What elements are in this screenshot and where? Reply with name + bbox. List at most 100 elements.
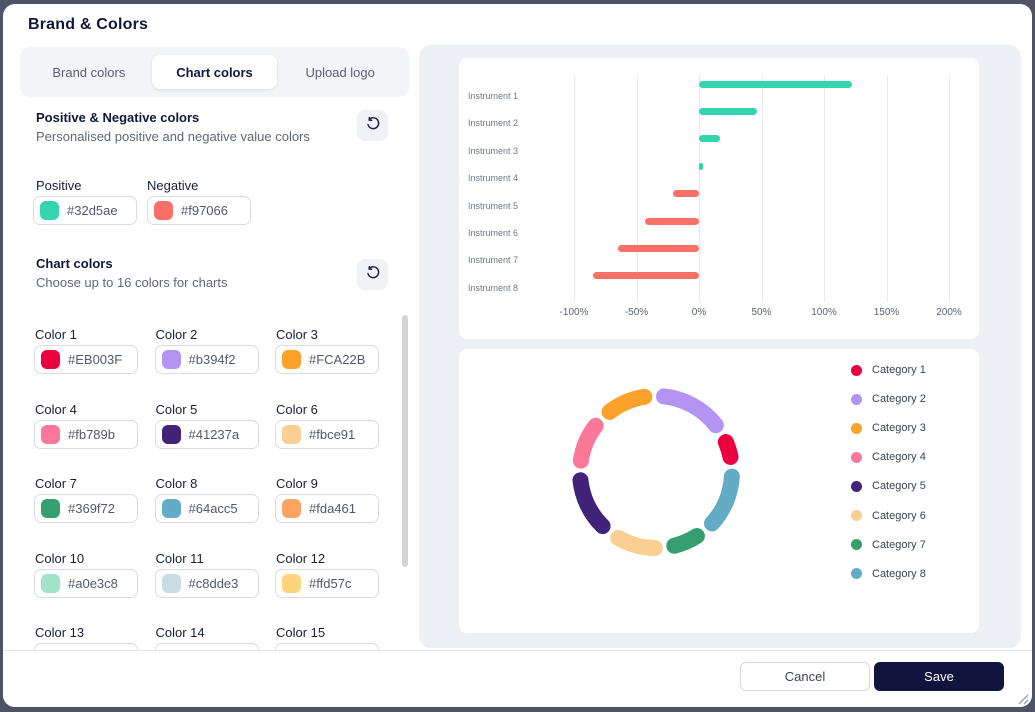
- modal-footer: Cancel Save: [3, 650, 1032, 707]
- color-hex-value: #41237a: [188, 426, 240, 442]
- x-axis-tick-label: 100%: [811, 307, 837, 318]
- color-swatch[interactable]: [282, 499, 301, 518]
- negative-color-hex: #f97066: [181, 203, 228, 218]
- x-axis-tick-label: -50%: [624, 307, 649, 318]
- x-axis-tick-label: 0%: [691, 307, 707, 318]
- legend-label: Category 7: [872, 538, 926, 551]
- category-label: Instrument 6: [468, 228, 519, 238]
- color-swatch[interactable]: [41, 499, 60, 518]
- legend-dot-icon: [851, 451, 862, 463]
- color-input[interactable]: #fb789b: [34, 419, 138, 449]
- gridline: [824, 75, 825, 302]
- bar-instrument-8: [592, 272, 699, 280]
- color-hex-value: #c8dde3: [188, 575, 239, 591]
- color-input[interactable]: #41237a: [154, 419, 259, 449]
- color-input[interactable]: #64acc5: [154, 494, 259, 523]
- color-hex-value: #ffd57c: [309, 575, 352, 591]
- posneg-section-title: Positive & Negative colors: [36, 110, 200, 125]
- scrollbar-thumb[interactable]: [402, 315, 408, 567]
- color-input[interactable]: #a0e3c8: [34, 568, 138, 598]
- color-input[interactable]: #b394f2: [154, 345, 259, 374]
- color-field-label: Color 3: [276, 327, 318, 342]
- bar-chart-card: -100% -50% 0% 50% 100% 150% 200% Instrument 1 In…: [459, 58, 979, 339]
- color-input[interactable]: #FCA22B: [275, 345, 379, 374]
- color-swatch[interactable]: [161, 573, 181, 593]
- color-swatch[interactable]: [282, 350, 301, 369]
- gridline: [699, 75, 700, 302]
- color-swatch[interactable]: [161, 424, 181, 444]
- tab-upload-logo[interactable]: Upload logo: [305, 64, 375, 80]
- negative-label: Negative: [147, 178, 199, 193]
- tab-brand-colors[interactable]: Brand colors: [52, 64, 126, 80]
- resize-handle-icon[interactable]: [1016, 692, 1029, 710]
- color-input[interactable]: #c8dde3: [154, 568, 259, 598]
- donut-segment-category-3: [601, 388, 653, 420]
- color-field-label: Color 14: [155, 625, 205, 640]
- color-hex-value: #fda461: [309, 501, 356, 516]
- color-field-label: Color 4: [35, 401, 77, 417]
- gridline: [574, 75, 575, 302]
- donut-chart: [572, 388, 740, 556]
- negative-color-swatch[interactable]: [154, 201, 173, 220]
- legend-item: Category 1: [851, 364, 926, 376]
- color-hex-value: #EB003F: [68, 352, 123, 367]
- tab-bar: Brand colors Chart colors Upload logo: [20, 47, 409, 97]
- color-input[interactable]: #fbce91: [275, 419, 379, 449]
- bar-instrument-7: [617, 244, 699, 252]
- category-label: Instrument 7: [468, 255, 519, 266]
- color-field-label: Color 8: [155, 476, 198, 491]
- legend-label: Category 4: [872, 451, 926, 464]
- color-field-label: Color 9: [276, 476, 318, 491]
- color-swatch[interactable]: [282, 424, 301, 444]
- color-swatch[interactable]: [41, 350, 60, 369]
- x-axis-tick-label: -100%: [559, 307, 589, 318]
- cancel-button[interactable]: Cancel: [740, 662, 870, 691]
- donut-segment-category-4: [572, 417, 604, 469]
- x-axis-tick-label: 200%: [936, 307, 962, 318]
- negative-color-input[interactable]: #f97066: [147, 196, 251, 225]
- color-swatch[interactable]: [161, 499, 181, 518]
- chart-preview-panel: -100% -50% 0% 50% 100% 150% 200% Instrument 1 In…: [419, 45, 1021, 648]
- color-swatch[interactable]: [41, 424, 60, 444]
- gridline: [886, 75, 888, 302]
- chart-colors-reset-button[interactable]: [357, 259, 388, 290]
- color-field-label: Color 2: [155, 327, 198, 342]
- save-button[interactable]: Save: [874, 662, 1004, 691]
- donut-segment-category-7: [666, 528, 705, 554]
- tab-chart-colors[interactable]: Chart colors: [151, 55, 278, 89]
- positive-color-swatch[interactable]: [40, 201, 59, 220]
- color-hex-value: #64acc5: [188, 501, 238, 516]
- category-label: Instrument 3: [468, 145, 519, 156]
- legend-item: Category 8: [851, 568, 926, 580]
- color-swatch[interactable]: [41, 573, 60, 593]
- chart-colors-section-header: Chart colors Choose up to 16 colors for …: [36, 256, 346, 290]
- color-hex-value: #369f72: [68, 501, 115, 516]
- color-hex-value: #a0e3c8: [68, 575, 118, 591]
- legend-dot-icon: [851, 510, 862, 521]
- legend-dot-icon: [851, 568, 862, 580]
- color-input[interactable]: #369f72: [34, 494, 138, 523]
- legend-item: Category 3: [851, 422, 926, 434]
- chart-colors-section-title: Chart colors: [36, 256, 113, 271]
- color-field-label: Color 5: [155, 401, 198, 417]
- color-hex-value: #b394f2: [188, 352, 236, 367]
- color-input[interactable]: #ffd57c: [275, 568, 379, 598]
- donut-segment-category-6: [610, 529, 663, 556]
- color-swatch[interactable]: [282, 573, 301, 593]
- donut-segment-category-5: [572, 472, 611, 535]
- posneg-reset-button[interactable]: [357, 110, 388, 141]
- page-title: Brand & Colors: [28, 16, 149, 33]
- category-label: Instrument 8: [468, 282, 519, 293]
- legend-label: Category 3: [872, 422, 926, 435]
- legend-label: Category 6: [872, 509, 926, 522]
- legend-label: Category 1: [872, 364, 926, 376]
- color-swatch[interactable]: [161, 350, 181, 369]
- color-input[interactable]: #EB003F: [34, 345, 138, 374]
- positive-label: Positive: [36, 178, 82, 193]
- color-field-label: Color 6: [276, 401, 318, 417]
- positive-color-input[interactable]: #32d5ae: [33, 196, 137, 225]
- legend-dot-icon: [851, 364, 862, 376]
- legend-dot-icon: [851, 422, 862, 434]
- color-input[interactable]: #fda461: [275, 494, 379, 523]
